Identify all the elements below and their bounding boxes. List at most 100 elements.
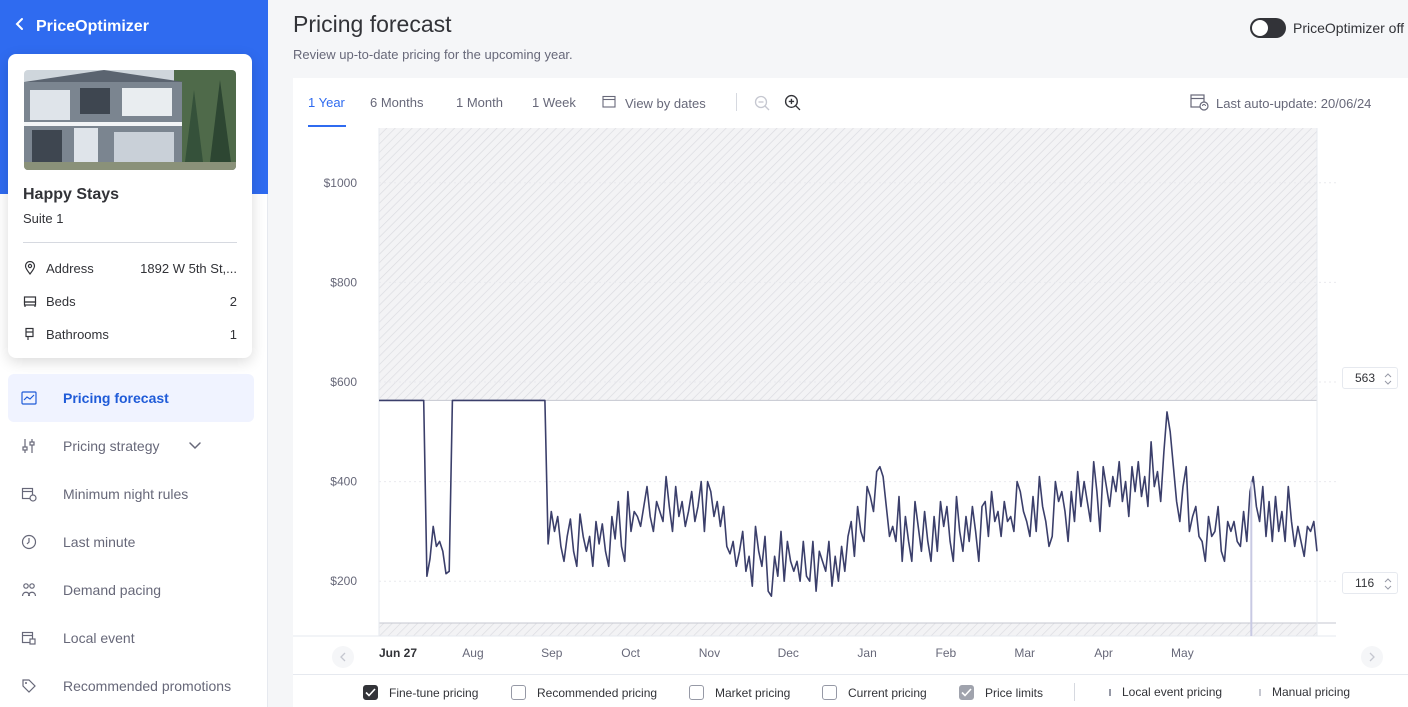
marker-icon <box>1259 688 1261 696</box>
nav-item-label: Pricing forecast <box>63 390 169 406</box>
y-tick-label: $1000 <box>324 176 358 190</box>
nav-item-label: Demand pacing <box>63 582 162 598</box>
sidebar-nav: Pricing forecast Pricing strategy Minimu… <box>8 374 254 707</box>
divider <box>1074 683 1075 701</box>
tab-6-months[interactable]: 6 Months <box>370 95 424 110</box>
legend-label: Manual pricing <box>1272 685 1351 699</box>
chevron-left-icon <box>340 652 346 662</box>
tab-1-month[interactable]: 1 Month <box>456 95 503 110</box>
marker-icon <box>1109 688 1111 696</box>
chevron-down-icon[interactable] <box>188 438 202 454</box>
range-tabs: 1 Year 6 Months 1 Month 1 Week View by d… <box>293 78 1408 128</box>
chevron-left-icon <box>14 17 26 36</box>
divider <box>736 93 737 111</box>
lower-limit-value: 116 <box>1355 576 1375 590</box>
property-address-row: Address 1892 W 5th St,... <box>23 258 237 278</box>
last-update-indicator: Last auto-update: 20/06/24 <box>1190 93 1371 114</box>
nav-item-label: Local event <box>63 630 135 646</box>
tab-1-year[interactable]: 1 Year <box>308 95 345 110</box>
x-tick-label: Sep <box>541 646 563 660</box>
app-title: PriceOptimizer <box>36 17 149 35</box>
stepper-icon[interactable] <box>1384 577 1392 594</box>
nav-item-local-event[interactable]: Local event <box>8 614 254 662</box>
legend-current-pricing[interactable]: Current pricing <box>822 685 927 700</box>
chart-next-button[interactable] <box>1361 646 1383 668</box>
x-tick-label: Apr <box>1094 646 1113 660</box>
property-detail-label: Bathrooms <box>46 326 109 342</box>
property-card: Happy Stays Suite 1 Address 1892 W 5th S… <box>8 54 252 358</box>
upper-limit-input[interactable]: 563 <box>1342 367 1398 389</box>
legend-price-limits[interactable]: Price limits <box>959 685 1043 700</box>
legend-label: Local event pricing <box>1122 685 1223 699</box>
toggle-label: PriceOptimizer off <box>1293 20 1404 36</box>
bath-icon <box>23 326 39 342</box>
property-detail-value: 1892 W 5th St,... <box>140 260 237 276</box>
calendar-rule-icon <box>20 485 38 503</box>
last-update-text: Last auto-update: 20/06/24 <box>1216 96 1372 111</box>
legend-recommended-pricing[interactable]: Recommended pricing <box>511 685 657 700</box>
x-tick-label: Feb <box>936 646 957 660</box>
tag-icon <box>20 677 38 695</box>
tab-1-week[interactable]: 1 Week <box>532 95 576 110</box>
y-tick-label: $600 <box>330 375 357 389</box>
page-title: Pricing forecast <box>293 11 452 37</box>
checkbox-icon[interactable] <box>689 685 704 700</box>
property-detail-value: 2 <box>229 293 237 309</box>
sidebar: PriceOptimizer Happy Stays Suite 1 <box>0 0 268 707</box>
zoom-in-icon[interactable] <box>784 94 801 116</box>
x-tick-label: Aug <box>462 646 483 660</box>
nav-item-label: Pricing strategy <box>63 438 160 454</box>
x-tick-label: Nov <box>699 646 720 660</box>
x-tick-label: Oct <box>621 646 640 660</box>
people-icon <box>20 581 38 599</box>
nav-item-label: Last minute <box>63 534 136 550</box>
checkbox-checked-icon[interactable] <box>959 685 974 700</box>
nav-item-last-minute[interactable]: Last minute <box>8 518 254 566</box>
sliders-icon <box>20 437 38 455</box>
bed-icon <box>23 293 39 309</box>
page-subtitle: Review up-to-date pricing for the upcomi… <box>293 47 573 62</box>
stepper-icon[interactable] <box>1384 372 1392 389</box>
legend-label: Current pricing <box>848 685 927 700</box>
fine-tune-pricing-line <box>379 399 1318 598</box>
legend-manual-pricing: Manual pricing <box>1259 685 1350 699</box>
legend-label: Market pricing <box>715 685 791 700</box>
nav-item-demand-pacing[interactable]: Demand pacing <box>8 566 254 614</box>
chart-legend: Fine-tune pricing Recommended pricing Ma… <box>293 674 1408 707</box>
property-beds-row: Beds 2 <box>23 291 237 311</box>
divider <box>23 242 237 243</box>
chart-prev-button[interactable] <box>332 646 354 668</box>
view-by-dates-button[interactable]: View by dates <box>602 95 706 111</box>
checkbox-icon[interactable] <box>822 685 837 700</box>
checkbox-icon[interactable] <box>511 685 526 700</box>
upper-limit-value: 563 <box>1355 371 1376 385</box>
price-optimizer-toggle[interactable] <box>1250 18 1286 38</box>
x-tick-label: May <box>1171 646 1194 660</box>
nav-item-label: Minimum night rules <box>63 486 189 502</box>
nav-item-minimum-night-rules[interactable]: Minimum night rules <box>8 470 254 518</box>
above-limit-zone <box>379 128 1317 401</box>
view-by-dates-label: View by dates <box>625 95 706 111</box>
forecast-panel: 1 Year 6 Months 1 Month 1 Week View by d… <box>293 78 1408 707</box>
legend-market-pricing[interactable]: Market pricing <box>689 685 790 700</box>
nav-item-recommended-promotions[interactable]: Recommended promotions <box>8 662 254 707</box>
legend-label: Price limits <box>985 685 1044 700</box>
legend-label: Recommended pricing <box>537 685 658 700</box>
chart-icon <box>20 389 38 407</box>
legend-fine-tune-pricing[interactable]: Fine-tune pricing <box>363 685 478 700</box>
zoom-out-icon[interactable] <box>754 95 770 116</box>
back-button[interactable]: PriceOptimizer <box>14 17 149 36</box>
lower-limit-input[interactable]: 116 <box>1342 572 1398 594</box>
map-pin-icon <box>23 260 39 276</box>
checkbox-checked-icon[interactable] <box>363 685 378 700</box>
x-tick-label: Mar <box>1014 646 1035 660</box>
property-photo <box>24 70 236 170</box>
legend-local-event-pricing: Local event pricing <box>1109 685 1222 699</box>
property-detail-value: 1 <box>229 326 237 342</box>
x-tick-label: Dec <box>778 646 799 660</box>
calendar-sync-icon <box>1190 93 1210 114</box>
nav-item-pricing-forecast[interactable]: Pricing forecast <box>8 374 254 422</box>
nav-item-pricing-strategy[interactable]: Pricing strategy <box>8 422 254 470</box>
x-tick-label: Jun 27 <box>379 646 417 660</box>
property-bathrooms-row: Bathrooms 1 <box>23 324 237 344</box>
